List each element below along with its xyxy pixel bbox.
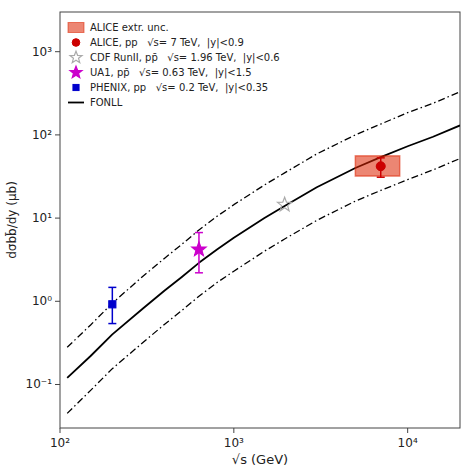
plot-area	[67, 92, 460, 414]
x-tick	[407, 428, 408, 433]
line	[67, 92, 460, 348]
error-bar-cap	[377, 176, 385, 178]
y-axis-label: dσbb̄/dy (μb)	[5, 181, 19, 259]
y-tick	[55, 134, 60, 135]
chart: 10² 10³ 10⁴ 10⁻¹ 10⁰ 10¹ 10² 10³ √s (GeV) dσbb̄/d…	[0, 0, 474, 474]
y-tick	[55, 218, 60, 219]
legend-swatch	[73, 84, 79, 90]
legend-swatch	[72, 39, 80, 47]
legend-label: CDF RunII, pp̄ √s= 1.96 TeV, |y|<0.6	[90, 52, 280, 64]
y-tick-label: 10³	[32, 45, 52, 59]
error-bar	[108, 287, 116, 323]
error-bar	[377, 158, 385, 177]
y-tick-label: 10¹	[32, 211, 52, 225]
error-bar-cap	[377, 157, 385, 159]
background	[0, 0, 474, 474]
y-tick-label: 10⁻¹	[26, 377, 53, 391]
point	[376, 162, 385, 171]
axes: 10² 10³ 10⁴ 10⁻¹ 10⁰ 10¹ 10² 10³	[26, 12, 460, 450]
x-tick-label: 10²	[50, 436, 70, 450]
legend-swatch	[70, 66, 82, 78]
legend-label: FONLL	[90, 97, 123, 108]
legend-label: ALICE extr. unc.	[90, 22, 169, 33]
error-bar-cap	[195, 272, 203, 274]
legend: ALICE extr. unc. ALICE, pp √s= 7 TeV, |y|…	[68, 22, 280, 108]
legend-swatch	[70, 51, 82, 63]
x-tick	[233, 428, 234, 433]
line	[67, 159, 460, 414]
y-tick	[55, 51, 60, 52]
y-tick-label: 10⁰	[32, 294, 52, 308]
error-bar-cap	[108, 323, 116, 325]
x-axis-label: √s (GeV)	[232, 452, 288, 467]
error-bar-cap	[108, 287, 116, 289]
x-tick-label: 10⁴	[398, 436, 418, 450]
legend-label: ALICE, pp √s= 7 TeV, |y|<0.9	[90, 37, 244, 49]
y-tick	[55, 301, 60, 302]
point	[109, 301, 116, 308]
uncertainty-box	[355, 156, 399, 176]
legend-swatch	[68, 102, 84, 104]
y-tick	[55, 384, 60, 385]
point	[278, 197, 292, 211]
x-tick	[60, 428, 61, 433]
legend-swatch	[68, 23, 84, 33]
legend-label: PHENIX, pp √s= 0.2 TeV, |y|<0.35	[90, 82, 268, 94]
plot-frame	[60, 12, 460, 428]
y-tick-label: 10²	[32, 128, 52, 142]
legend-label: UA1, pp̄ √s= 0.63 TeV, |y|<1.5	[90, 67, 252, 79]
point	[192, 242, 206, 256]
error-bar-cap	[195, 232, 203, 234]
line	[67, 125, 460, 377]
x-tick-label: 10³	[224, 436, 244, 450]
